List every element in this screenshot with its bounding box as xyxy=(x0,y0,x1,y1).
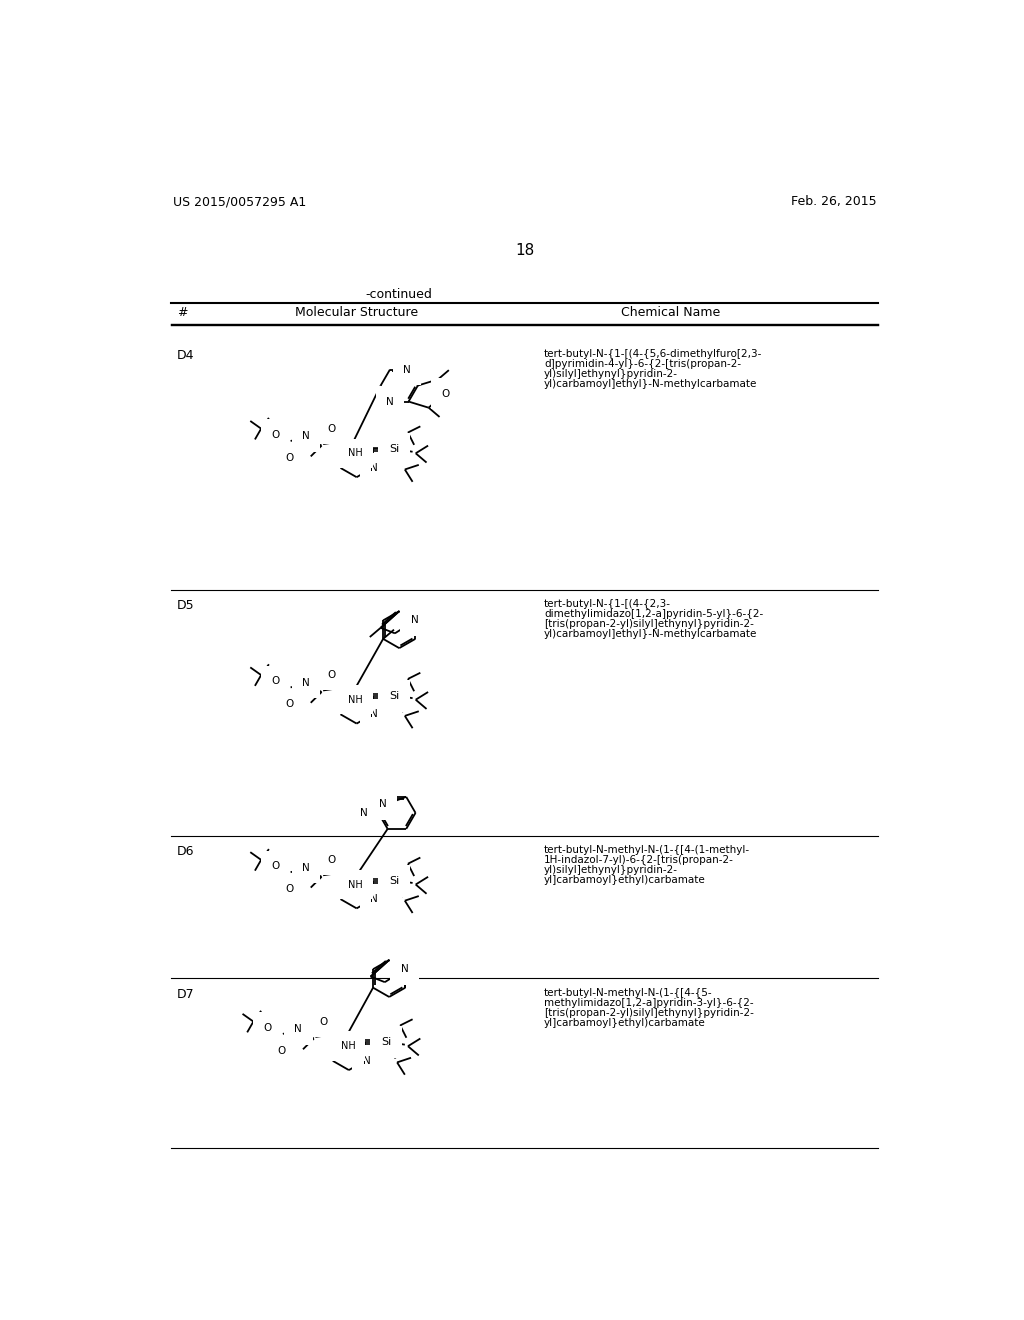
Text: tert-butyl-N-{1-[(4-{5,6-dimethylfuro[2,3-: tert-butyl-N-{1-[(4-{5,6-dimethylfuro[2,… xyxy=(544,348,763,359)
Text: Si: Si xyxy=(389,875,399,886)
Text: N: N xyxy=(362,1056,371,1065)
Text: methylimidazo[1,2-a]pyridin-3-yl}-6-{2-: methylimidazo[1,2-a]pyridin-3-yl}-6-{2- xyxy=(544,998,754,1007)
Text: N: N xyxy=(295,1024,302,1035)
Text: Molecular Structure: Molecular Structure xyxy=(295,306,418,319)
Text: D5: D5 xyxy=(177,599,195,612)
Text: yl)silyl]ethynyl}pyridin-2-: yl)silyl]ethynyl}pyridin-2- xyxy=(544,368,678,379)
Text: 18: 18 xyxy=(515,243,535,259)
Text: yl)carbamoyl]ethyl}-N-methylcarbamate: yl)carbamoyl]ethyl}-N-methylcarbamate xyxy=(544,379,758,388)
Text: 1H-indazol-7-yl)-6-{2-[tris(propan-2-: 1H-indazol-7-yl)-6-{2-[tris(propan-2- xyxy=(544,855,734,865)
Text: US 2015/0057295 A1: US 2015/0057295 A1 xyxy=(173,195,306,209)
Text: O: O xyxy=(441,388,450,399)
Text: NH: NH xyxy=(348,879,364,890)
Text: N: N xyxy=(302,677,310,688)
Text: N: N xyxy=(386,396,394,407)
Text: tert-butyl-N-{1-[(4-{2,3-: tert-butyl-N-{1-[(4-{2,3- xyxy=(544,599,671,609)
Text: N: N xyxy=(400,964,409,974)
Text: O: O xyxy=(271,676,280,686)
Text: Si: Si xyxy=(389,445,399,454)
Text: NH: NH xyxy=(348,694,364,705)
Text: dimethylimidazo[1,2-a]pyridin-5-yl}-6-{2-: dimethylimidazo[1,2-a]pyridin-5-yl}-6-{2… xyxy=(544,609,764,619)
Text: O: O xyxy=(285,700,293,709)
Text: O: O xyxy=(271,861,280,871)
Text: O: O xyxy=(319,1016,328,1027)
Text: yl)carbamoyl]ethyl}-N-methylcarbamate: yl)carbamoyl]ethyl}-N-methylcarbamate xyxy=(544,628,758,639)
Text: N: N xyxy=(360,808,368,817)
Text: Feb. 26, 2015: Feb. 26, 2015 xyxy=(791,195,877,209)
Text: N: N xyxy=(403,364,411,375)
Text: N: N xyxy=(379,800,386,809)
Text: O: O xyxy=(328,424,336,434)
Text: yl]carbamoyl}ethyl)carbamate: yl]carbamoyl}ethyl)carbamate xyxy=(544,875,706,886)
Text: D6: D6 xyxy=(177,845,195,858)
Text: yl)silyl]ethynyl}pyridin-2-: yl)silyl]ethynyl}pyridin-2- xyxy=(544,866,678,875)
Text: Chemical Name: Chemical Name xyxy=(621,306,720,319)
Text: O: O xyxy=(285,884,293,894)
Text: O: O xyxy=(278,1045,286,1056)
Text: O: O xyxy=(328,855,336,865)
Text: NH: NH xyxy=(341,1041,355,1051)
Text: d]pyrimidin-4-yl}-6-{2-[tris(propan-2-: d]pyrimidin-4-yl}-6-{2-[tris(propan-2- xyxy=(544,359,741,368)
Text: O: O xyxy=(328,671,336,680)
Text: -continued: -continued xyxy=(366,288,433,301)
Text: NH: NH xyxy=(348,449,364,458)
Text: O: O xyxy=(285,453,293,463)
Text: N: N xyxy=(411,615,419,626)
Text: O: O xyxy=(271,430,280,440)
Text: tert-butyl-N-methyl-N-(1-{[4-{5-: tert-butyl-N-methyl-N-(1-{[4-{5- xyxy=(544,987,713,998)
Text: [tris(propan-2-yl)silyl]ethynyl}pyridin-2-: [tris(propan-2-yl)silyl]ethynyl}pyridin-… xyxy=(544,1007,754,1018)
Text: [tris(propan-2-yl)silyl]ethynyl}pyridin-2-: [tris(propan-2-yl)silyl]ethynyl}pyridin-… xyxy=(544,619,754,628)
Text: N: N xyxy=(302,862,310,873)
Text: N: N xyxy=(371,894,378,904)
Text: N: N xyxy=(302,432,310,441)
Text: yl]carbamoyl}ethyl)carbamate: yl]carbamoyl}ethyl)carbamate xyxy=(544,1018,706,1028)
Text: D7: D7 xyxy=(177,987,195,1001)
Text: D4: D4 xyxy=(177,348,195,362)
Text: O: O xyxy=(263,1023,271,1032)
Text: Si: Si xyxy=(389,690,399,701)
Text: N: N xyxy=(371,463,378,473)
Text: Si: Si xyxy=(381,1038,391,1047)
Text: #: # xyxy=(177,306,187,319)
Text: N: N xyxy=(371,709,378,719)
Text: tert-butyl-N-methyl-N-(1-{[4-(1-methyl-: tert-butyl-N-methyl-N-(1-{[4-(1-methyl- xyxy=(544,845,751,855)
